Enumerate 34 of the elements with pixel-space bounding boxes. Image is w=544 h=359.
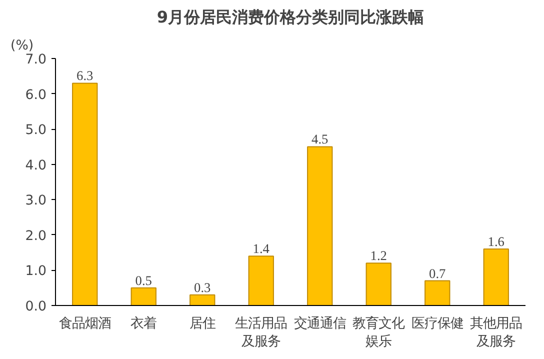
x-tick-label: 衣着 xyxy=(130,316,157,332)
y-tick-label: 4.0 xyxy=(25,158,47,174)
data-label: 0.7 xyxy=(429,266,446,281)
y-tick-label: 5.0 xyxy=(25,123,47,138)
bar xyxy=(307,146,333,306)
x-tick-label: 医疗保健 xyxy=(411,316,464,332)
x-tick-label: 食品烟酒 xyxy=(58,316,111,332)
data-label: 1.6 xyxy=(488,234,505,250)
data-label: 4.5 xyxy=(312,132,329,147)
bar xyxy=(72,82,98,306)
y-tick-label: 3.0 xyxy=(25,194,47,209)
y-tick-label: 1.0 xyxy=(25,264,47,280)
bar xyxy=(130,287,156,306)
data-label: 0.5 xyxy=(135,272,152,288)
y-axis-title: (%) xyxy=(10,38,34,54)
bar xyxy=(248,256,274,306)
bar xyxy=(190,294,216,306)
data-label: 6.3 xyxy=(76,68,94,84)
data-label: 1.4 xyxy=(252,241,270,256)
bar xyxy=(366,262,392,306)
y-tick-label: 7.0 xyxy=(25,52,47,68)
data-label: 0.3 xyxy=(194,280,212,295)
data-label: 1.2 xyxy=(370,248,387,264)
bar xyxy=(483,248,509,306)
y-tick-label: 6.0 xyxy=(25,88,47,103)
y-tick-label: 2.0 xyxy=(25,228,47,244)
x-tick-label: 生活用品及服务 xyxy=(235,316,288,350)
x-tick-label: 居住 xyxy=(189,316,216,332)
x-tick-label: 教育文化娱乐 xyxy=(352,316,405,350)
chart-title: 9月份居民消费价格分类别同比涨跌幅 xyxy=(156,8,424,26)
bar xyxy=(424,280,450,306)
y-tick-label: 0.0 xyxy=(25,300,47,314)
x-tick-label: 其他用品及服务 xyxy=(470,316,522,350)
x-tick-label: 交通通信 xyxy=(294,316,346,332)
